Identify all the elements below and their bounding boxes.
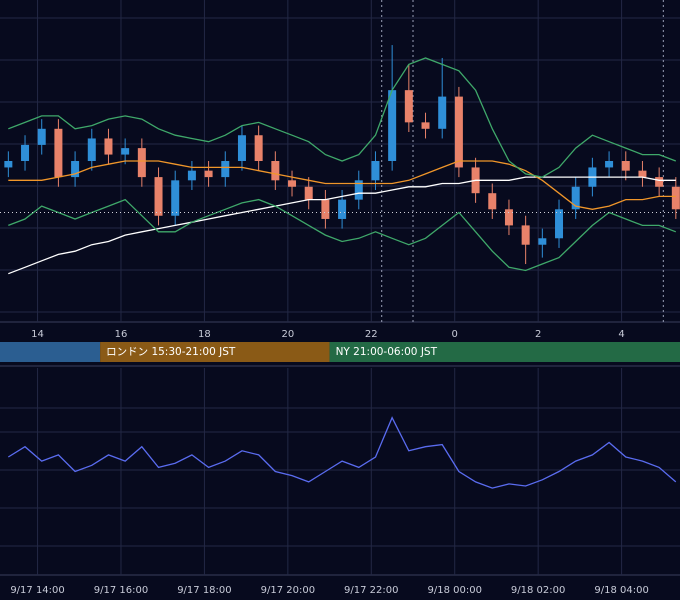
session-band [329,342,680,362]
candle-body [154,177,163,216]
x-tick-label: 9/18 00:00 [427,585,481,596]
candle-body [605,161,614,168]
candle-body [121,148,130,155]
x-tick-label: 20 [281,329,294,340]
x-tick-label: 9/17 16:00 [94,585,148,596]
x-tick-label: 9/17 14:00 [10,585,64,596]
candle-body [21,144,30,161]
candle-body [388,90,397,161]
candle-body [521,225,530,245]
candle-body [538,238,547,245]
candle-body [254,135,263,161]
candle-body [404,90,413,123]
candle-body [54,128,63,178]
series-line [8,176,676,275]
candle-body [104,138,113,155]
candle-body [371,161,380,181]
candle-body [421,122,430,129]
candle-body [271,161,280,181]
candle-body [187,170,196,181]
candle-body [204,170,213,178]
x-tick-label: 16 [115,329,128,340]
candle-body [71,161,80,178]
candle-body [504,209,513,226]
x-tick-label: 9/18 04:00 [594,585,648,596]
x-tick-label: 9/17 22:00 [344,585,398,596]
candle-body [237,135,246,161]
series-line [8,198,677,272]
x-tick-label: 9/18 02:00 [511,585,565,596]
session-label: NY 21:00-06:00 JST [336,346,438,358]
candle-body [304,186,313,200]
x-tick-label: 9/17 18:00 [177,585,231,596]
x-tick-label: 4 [618,329,624,340]
candle-body [37,128,46,145]
x-tick-label: 22 [365,329,378,340]
x-tick-label: 2 [535,329,541,340]
candle-body [221,161,230,178]
series-line [7,416,677,489]
candle-body [171,180,180,216]
candle-body [4,161,13,168]
candle-body [454,96,463,168]
candle-body [438,96,447,129]
candle-body [87,138,96,161]
x-tick-label: 9/17 20:00 [261,585,315,596]
session-band [0,342,101,362]
session-label: ロンドン 15:30-21:00 JST [106,346,236,358]
session-band [100,342,330,362]
candle-body [655,177,664,187]
x-tick-label: 0 [452,329,458,340]
candle-body [338,199,347,219]
bottom-grid [0,407,680,547]
candle-body [671,186,680,210]
candle-body [571,186,580,210]
candle-body [288,180,297,187]
candle-body [638,170,647,178]
candle-body [555,209,564,239]
x-tick-label: 14 [31,329,44,340]
series-line [8,160,676,210]
candle-body [621,161,630,171]
top-grid [0,17,680,313]
series-line [8,57,677,178]
candle-body [354,180,363,200]
candle-body [137,148,146,178]
candle-body [321,199,330,219]
candle-body [488,193,497,210]
x-tick-label: 18 [198,329,211,340]
